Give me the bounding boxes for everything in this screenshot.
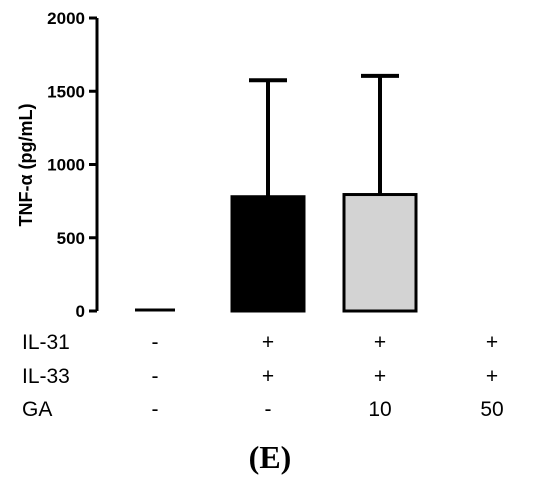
bars bbox=[135, 193, 418, 313]
condition-value: - bbox=[265, 398, 272, 421]
y-axis: 0 500 1000 1500 2000 bbox=[47, 9, 99, 321]
condition-label: GA bbox=[22, 398, 52, 421]
condition-value: + bbox=[262, 331, 274, 354]
error-bars bbox=[249, 73, 399, 197]
condition-value: 10 bbox=[368, 398, 391, 421]
condition-value: 50 bbox=[480, 398, 503, 421]
condition-table: IL-31 - + + + IL-33 - + + + GA - - 10 50 bbox=[22, 331, 504, 421]
condition-value: + bbox=[374, 365, 386, 388]
y-tick-label: 0 bbox=[76, 302, 85, 321]
condition-label: IL-33 bbox=[22, 365, 70, 388]
condition-value: + bbox=[262, 365, 274, 388]
condition-value: + bbox=[486, 365, 498, 388]
bar bbox=[342, 193, 418, 313]
y-tick-label: 500 bbox=[57, 229, 85, 248]
condition-value: + bbox=[374, 331, 386, 354]
y-tick-label: 2000 bbox=[47, 9, 85, 28]
bar bbox=[230, 195, 306, 313]
y-tick-label: 1500 bbox=[47, 82, 85, 101]
condition-label: IL-31 bbox=[22, 331, 70, 354]
condition-value: - bbox=[152, 365, 159, 388]
panel-label: (E) bbox=[249, 439, 292, 475]
condition-value: - bbox=[152, 398, 159, 421]
y-tick-label: 1000 bbox=[47, 156, 85, 175]
condition-value: - bbox=[152, 331, 159, 354]
y-axis-label: TNF-α (pg/mL) bbox=[16, 103, 36, 226]
condition-value: + bbox=[486, 331, 498, 354]
